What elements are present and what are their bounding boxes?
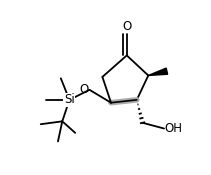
Text: O: O xyxy=(122,20,131,33)
Text: OH: OH xyxy=(165,122,183,135)
Text: O: O xyxy=(80,83,89,96)
Text: Si: Si xyxy=(64,93,75,106)
Polygon shape xyxy=(148,68,168,75)
